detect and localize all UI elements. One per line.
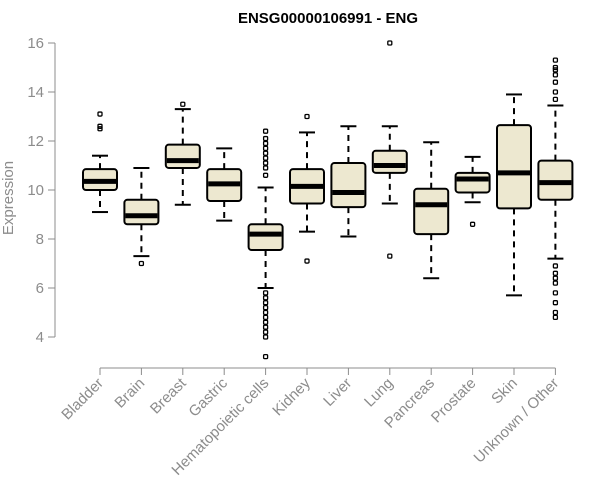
outlier-point bbox=[262, 290, 269, 296]
outlier-point bbox=[262, 314, 269, 321]
y-axis-label: Expression bbox=[0, 161, 17, 235]
outlier-point bbox=[262, 128, 269, 134]
outlier-point bbox=[262, 300, 269, 306]
box-group bbox=[82, 111, 118, 214]
outlier-point bbox=[262, 319, 269, 325]
outlier-point bbox=[387, 253, 393, 259]
outlier-point bbox=[387, 40, 393, 46]
outlier-point bbox=[552, 309, 559, 316]
chart-title: ENSG00000106991 - ENG bbox=[238, 10, 418, 27]
outlier-point bbox=[552, 263, 559, 269]
outlier-point bbox=[552, 89, 559, 95]
x-tick-label: Brain bbox=[111, 375, 148, 412]
y-axis: 4 6 8 10 12 14 16 bbox=[27, 35, 56, 346]
outlier-point bbox=[262, 334, 269, 340]
outlier-point bbox=[552, 300, 559, 306]
outlier-point bbox=[138, 260, 145, 267]
outlier-point bbox=[469, 221, 476, 227]
outlier-point bbox=[262, 165, 269, 171]
box bbox=[247, 223, 284, 252]
outlier-point bbox=[304, 258, 310, 264]
y-tick-label: 16 bbox=[27, 35, 44, 52]
box bbox=[454, 171, 491, 194]
outlier-point bbox=[552, 270, 559, 276]
outlier-point bbox=[304, 113, 310, 120]
outlier-point bbox=[262, 353, 269, 360]
outlier-point bbox=[552, 275, 559, 281]
outlier-point bbox=[97, 126, 103, 132]
box bbox=[496, 124, 532, 210]
outlier-point bbox=[262, 135, 269, 142]
outlier-point bbox=[552, 280, 559, 286]
outlier-point bbox=[262, 155, 269, 161]
x-tick-label: Lung bbox=[361, 375, 397, 411]
outlier-point bbox=[552, 72, 559, 78]
outlier-point bbox=[262, 324, 269, 330]
y-tick-label: 10 bbox=[27, 182, 44, 199]
box-group bbox=[454, 155, 491, 227]
outlier-point bbox=[97, 111, 103, 117]
outlier-point bbox=[180, 101, 186, 107]
outlier-point bbox=[262, 295, 269, 301]
box-group bbox=[371, 40, 408, 259]
box bbox=[123, 198, 160, 226]
box-group bbox=[247, 128, 284, 360]
box-group bbox=[330, 125, 367, 238]
y-tick-label: 12 bbox=[27, 133, 44, 150]
box-group bbox=[123, 166, 160, 267]
outlier-point bbox=[552, 64, 559, 71]
box bbox=[413, 187, 450, 236]
outlier-point bbox=[262, 309, 269, 316]
y-tick-label: 6 bbox=[36, 280, 44, 297]
box-group bbox=[206, 147, 243, 222]
box-group bbox=[289, 113, 325, 264]
box bbox=[330, 162, 367, 209]
y-tick-label: 8 bbox=[36, 231, 44, 248]
outlier-point bbox=[552, 79, 559, 85]
outlier-point bbox=[552, 290, 559, 296]
box bbox=[164, 143, 201, 169]
outlier-point bbox=[262, 329, 269, 335]
outlier-point bbox=[262, 145, 269, 152]
outlier-point bbox=[262, 140, 269, 147]
outlier-point bbox=[262, 160, 269, 166]
y-tick-label: 4 bbox=[36, 329, 44, 346]
x-tick-label: Prostate bbox=[428, 375, 480, 427]
box-group bbox=[496, 93, 532, 297]
outlier-point bbox=[552, 67, 559, 73]
box-group bbox=[537, 57, 574, 321]
boxes-layer bbox=[82, 40, 574, 360]
x-tick-label: Bladder bbox=[58, 375, 107, 424]
x-tick-label: Kidney bbox=[269, 374, 314, 419]
outlier-point bbox=[262, 304, 269, 311]
outlier-point bbox=[97, 123, 103, 129]
x-tick-label: Breast bbox=[147, 374, 190, 417]
outlier-point bbox=[262, 172, 269, 178]
box bbox=[371, 149, 408, 174]
x-tick-label: Skin bbox=[488, 375, 521, 408]
y-tick-label: 14 bbox=[27, 84, 44, 101]
outlier-point bbox=[262, 150, 269, 156]
outlier-point bbox=[552, 57, 559, 63]
box-group bbox=[164, 101, 201, 206]
x-tick-label: Liver bbox=[320, 375, 355, 410]
outlier-point bbox=[552, 96, 559, 102]
box-group bbox=[413, 141, 450, 280]
outlier-point bbox=[552, 314, 559, 321]
